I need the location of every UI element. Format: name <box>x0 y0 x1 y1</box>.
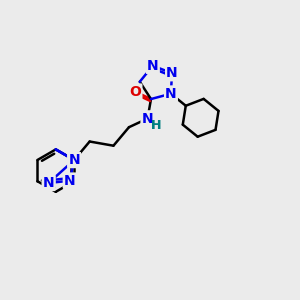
Text: N: N <box>165 87 177 101</box>
Text: N: N <box>166 66 178 80</box>
Text: N: N <box>147 59 159 73</box>
Text: H: H <box>151 118 161 131</box>
Text: N: N <box>165 87 177 101</box>
Text: O: O <box>129 85 141 99</box>
Text: N: N <box>147 59 159 73</box>
Text: N: N <box>68 153 80 167</box>
Text: N: N <box>142 112 153 125</box>
Text: O: O <box>129 85 141 99</box>
Text: N: N <box>68 153 80 167</box>
Text: N: N <box>64 174 76 188</box>
Text: N: N <box>142 112 153 125</box>
Text: N: N <box>166 66 178 80</box>
Text: N: N <box>64 174 76 188</box>
Text: N: N <box>43 176 55 190</box>
Text: H: H <box>151 118 161 131</box>
Text: N: N <box>43 176 55 190</box>
